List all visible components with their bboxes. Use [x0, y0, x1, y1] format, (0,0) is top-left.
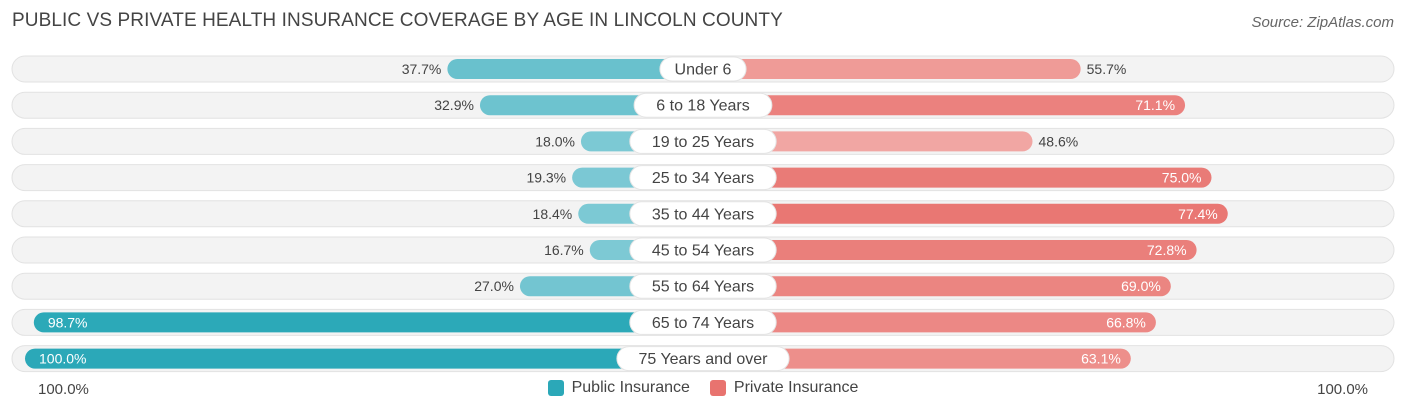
legend: Public Insurance Private Insurance — [0, 379, 1406, 397]
bar-public — [25, 348, 703, 369]
category-pill — [629, 128, 777, 154]
bar-private — [703, 95, 1186, 116]
category-label: 19 to 25 Years — [652, 134, 754, 151]
value-label-public: 37.7% — [402, 61, 442, 77]
category-pill — [616, 346, 790, 372]
value-label-private: 66.8% — [1106, 314, 1146, 330]
value-label-private: 63.1% — [1081, 351, 1121, 367]
chart-title: PUBLIC VS PRIVATE HEALTH INSURANCE COVER… — [12, 10, 783, 31]
value-label-public: 27.0% — [474, 278, 514, 294]
category-pill — [629, 309, 777, 335]
category-label: 75 Years and over — [639, 351, 769, 368]
axis-left-label: 100.0% — [38, 381, 89, 398]
value-label-public: 19.3% — [526, 170, 566, 186]
category-pill — [629, 201, 777, 227]
category-label: 65 to 74 Years — [652, 315, 754, 332]
value-label-private: 69.0% — [1121, 278, 1161, 294]
value-label-private: 48.6% — [1039, 133, 1079, 149]
legend-item-private: Private Insurance — [709, 379, 859, 397]
value-label-public: 18.0% — [535, 133, 575, 149]
bar-private — [703, 59, 1081, 79]
category-label: 25 to 34 Years — [652, 170, 754, 187]
legend-item-public: Public Insurance — [547, 379, 690, 397]
source-label: Source: ZipAtlas.com — [1251, 14, 1394, 31]
bar-private — [703, 167, 1212, 188]
category-label: Under 6 — [675, 62, 732, 79]
bar-private — [703, 348, 1131, 369]
category-pill — [629, 165, 777, 191]
axis-right-label: 100.0% — [1317, 381, 1368, 398]
bar-private — [703, 203, 1228, 224]
value-label-private: 71.1% — [1135, 97, 1175, 113]
value-label-public: 98.7% — [48, 314, 88, 330]
value-label-public: 18.4% — [533, 206, 573, 222]
category-pill — [629, 273, 777, 299]
value-label-public: 16.7% — [544, 242, 584, 258]
category-label: 45 to 54 Years — [652, 243, 754, 260]
category-pill — [659, 56, 747, 82]
chart-area: 37.7% 55.7% Under 6 32.9% 71.1% 6 to 18 Years… — [11, 55, 1395, 373]
category-pill — [633, 92, 773, 118]
bar-private — [703, 312, 1156, 333]
category-label: 6 to 18 Years — [656, 98, 749, 115]
legend-swatch-public — [547, 380, 564, 396]
category-pill — [629, 237, 777, 263]
value-label-public: 32.9% — [434, 97, 474, 113]
value-label-private: 77.4% — [1178, 206, 1218, 222]
bar-public — [447, 59, 703, 79]
category-label: 35 to 44 Years — [652, 206, 754, 223]
bar-public — [33, 312, 703, 333]
value-label-private: 55.7% — [1087, 61, 1127, 77]
bar-private — [703, 131, 1033, 152]
category-label: 55 to 64 Years — [652, 279, 754, 296]
legend-swatch-private — [709, 380, 726, 396]
bar-private — [703, 276, 1171, 297]
value-label-private: 75.0% — [1162, 170, 1202, 186]
legend-label-public: Public Insurance — [571, 379, 690, 396]
bar-private — [703, 240, 1197, 260]
value-label-private: 72.8% — [1147, 242, 1187, 258]
value-label-public: 100.0% — [39, 351, 86, 367]
legend-label-private: Private Insurance — [733, 379, 859, 396]
